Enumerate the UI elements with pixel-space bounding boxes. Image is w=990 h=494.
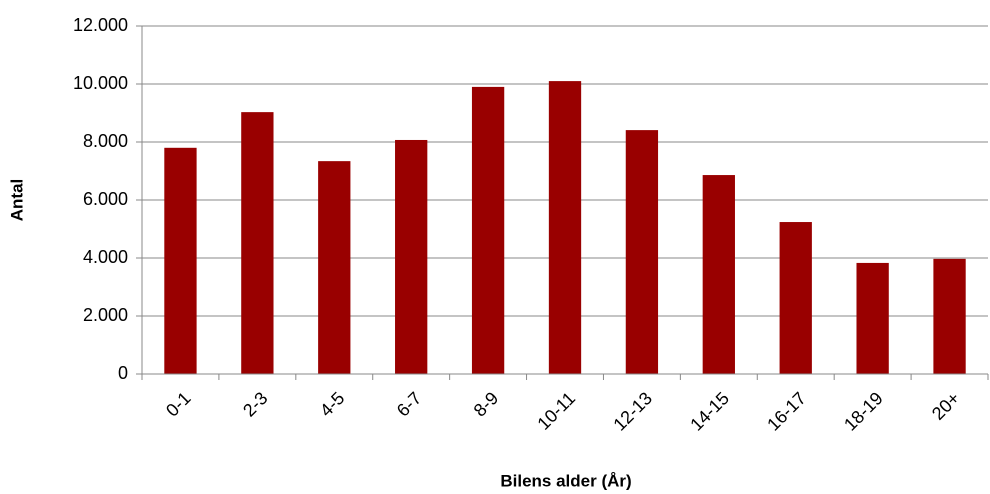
bar: [625, 130, 659, 374]
x-tick-label: 2-3: [239, 388, 272, 421]
y-tick-label: 8.000: [83, 131, 128, 151]
y-tick-label: 6.000: [83, 189, 128, 209]
y-tick-label: 2.000: [83, 305, 128, 325]
x-tick-label: 0-1: [162, 388, 195, 421]
y-axis-title: Antal: [7, 179, 26, 222]
bar: [471, 86, 505, 375]
x-tick-label: 14-15: [686, 388, 733, 435]
y-tick-label: 0: [118, 363, 128, 383]
bar: [241, 112, 274, 374]
bar: [779, 222, 812, 374]
x-tick-label: 20+: [928, 388, 964, 424]
x-tick-label: 10-11: [533, 388, 579, 434]
bar: [702, 175, 735, 374]
bar: [164, 147, 197, 374]
bar: [548, 81, 582, 374]
x-axis-title: Bilens alder (År): [500, 471, 631, 490]
x-tick-label: 12-13: [609, 388, 656, 435]
x-tick-label: 4-5: [316, 388, 349, 421]
bar: [933, 258, 966, 374]
x-tick-label: 16-17: [763, 388, 810, 435]
y-tick-label: 12.000: [73, 15, 128, 35]
bar: [395, 139, 428, 374]
bar: [856, 262, 889, 374]
bar: [318, 161, 351, 374]
y-tick-label: 10.000: [73, 73, 128, 93]
x-tick-label: 8-9: [470, 388, 503, 421]
x-tick-label: 18-19: [840, 388, 887, 435]
y-tick-label: 4.000: [83, 247, 128, 267]
x-tick-label: 6-7: [393, 388, 426, 421]
